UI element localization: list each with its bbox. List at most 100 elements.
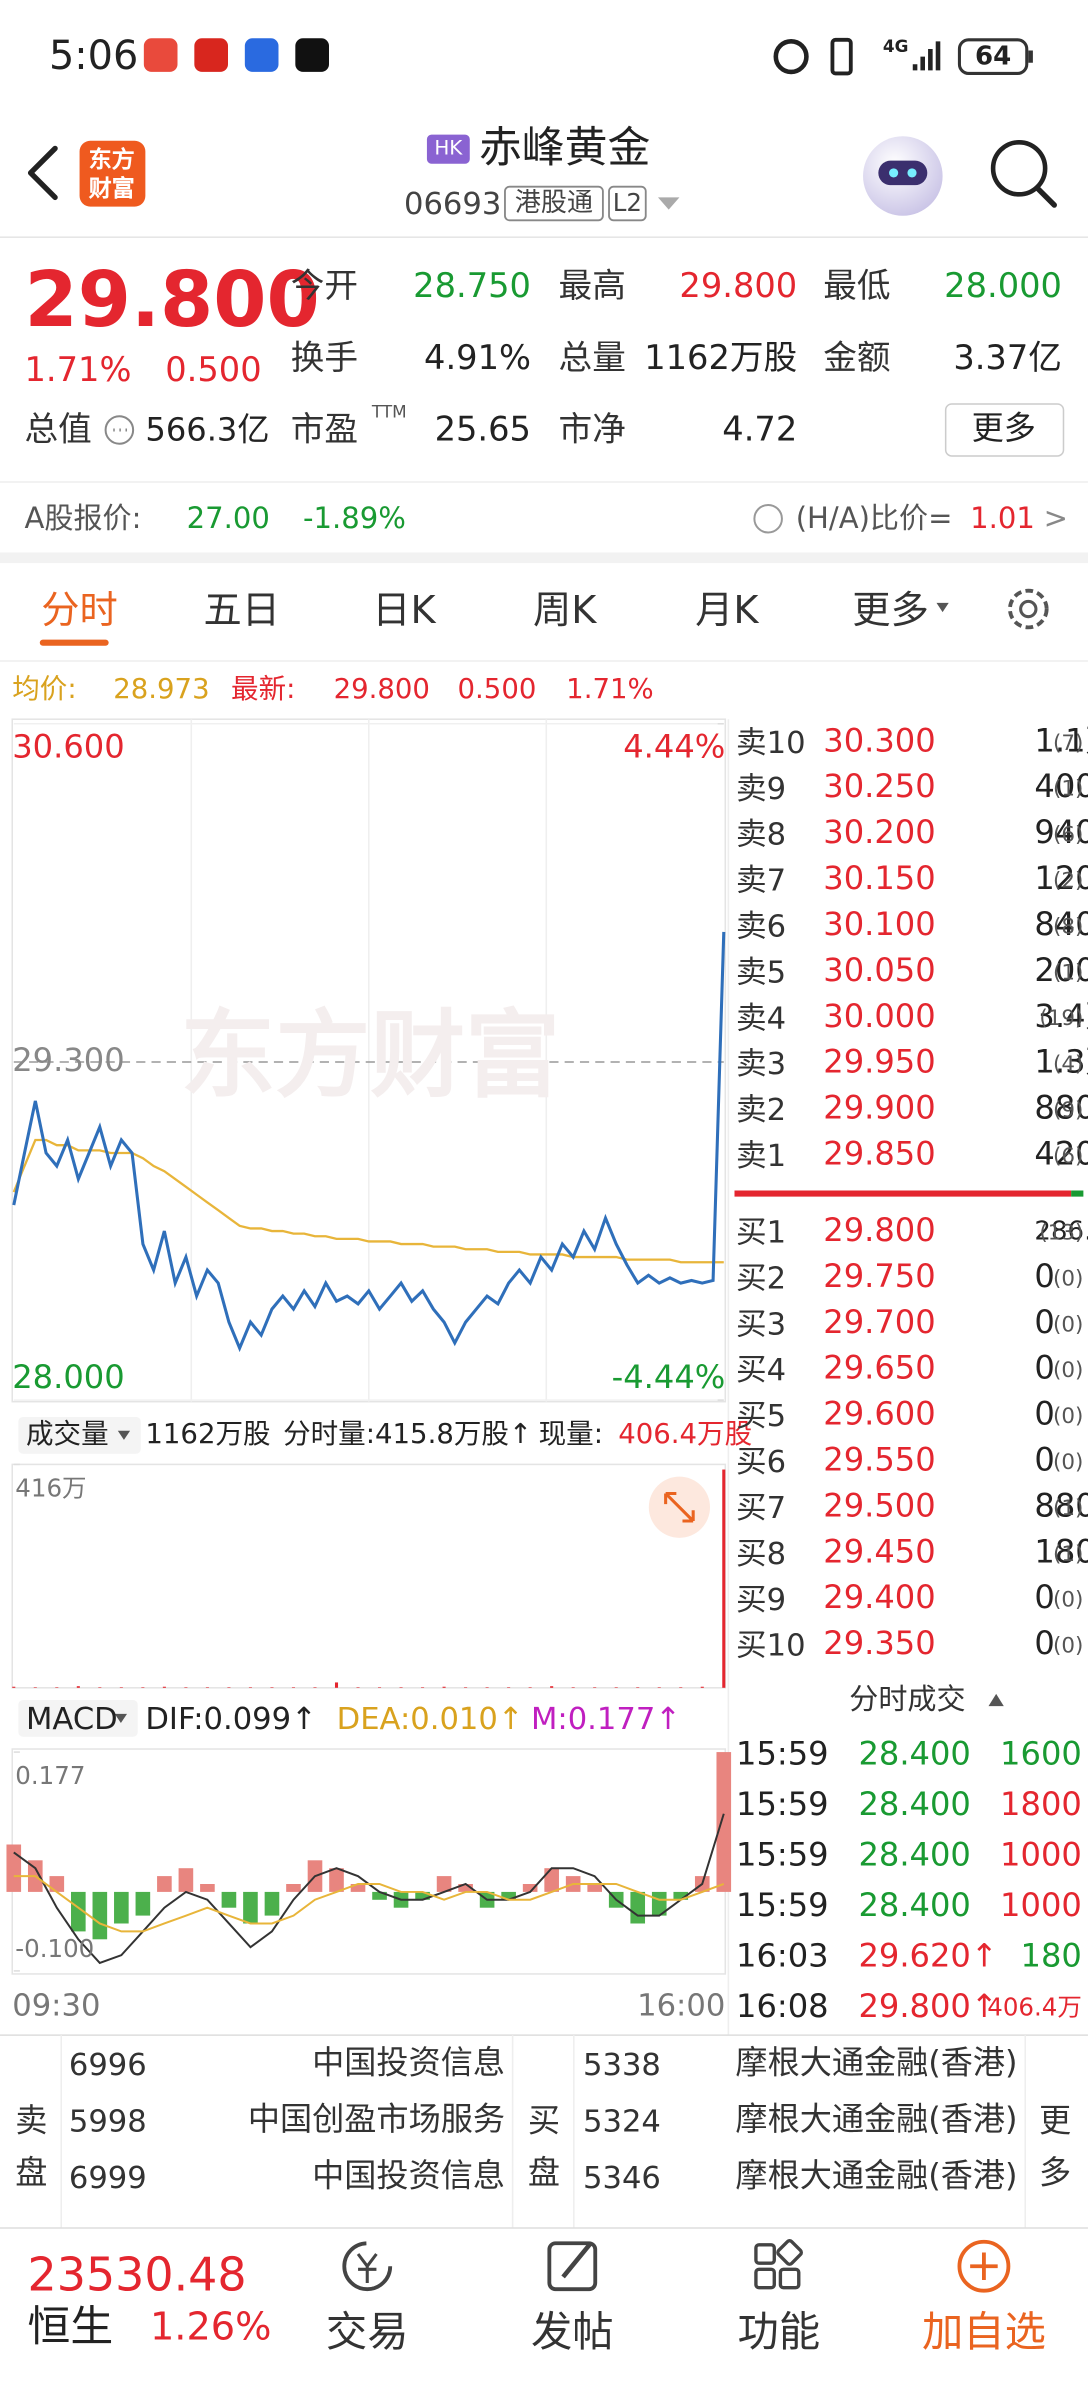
index-value: 23530.48: [27, 2249, 247, 2303]
book-volume: 8400: [1034, 906, 1088, 944]
book-volume: 200: [1034, 952, 1088, 990]
yen-sign: [356, 2253, 378, 2284]
tab[interactable]: 周K: [532, 587, 597, 632]
book-count: (6): [1053, 822, 1084, 848]
y-tick-label: 0.177: [15, 1761, 86, 1791]
volume-bar: [507, 1687, 511, 1688]
book-level: 卖2: [736, 1091, 787, 1128]
book-level: 买1: [736, 1213, 787, 1251]
volume-bar: [33, 1687, 37, 1688]
volume-bar: [119, 1687, 123, 1688]
network: 4G: [882, 37, 909, 58]
volume-header: 406.4万股: [618, 1418, 753, 1451]
macd-bar: [92, 1891, 108, 1940]
book-price: 30.150: [823, 860, 936, 898]
volume-bar: [12, 1686, 16, 1688]
book-count: (1): [1053, 776, 1084, 802]
stat-label: 今开: [290, 267, 359, 306]
add-watch-icon[interactable]: [957, 2239, 1011, 2293]
macd-bar: [501, 1891, 516, 1900]
y-tick-label: -4.44%: [611, 1359, 726, 1397]
clock: 5:06: [48, 34, 139, 81]
info-icon[interactable]: [104, 415, 135, 445]
volume-bar: [700, 1686, 704, 1688]
tab[interactable]: 五日: [203, 587, 281, 632]
volume-bar: [636, 1687, 640, 1688]
book-price: 29.600: [823, 1396, 936, 1433]
info-last: 29.800: [333, 673, 430, 706]
signal-icon: [912, 41, 941, 71]
nav-item[interactable]: 加自选: [921, 2308, 1046, 2357]
nav-item[interactable]: 交易: [325, 2308, 409, 2357]
volume-bar: [722, 1469, 726, 1688]
trade-volume: 406.4万: [987, 1992, 1082, 2022]
y-tick-label: -0.100: [15, 1934, 95, 1964]
nav-item[interactable]: 发帖: [530, 2308, 614, 2357]
broker-more[interactable]: 更多: [1039, 2102, 1072, 2191]
last-price: 29.800: [24, 255, 320, 345]
y-tick-label: 30.600: [12, 728, 125, 766]
more-button[interactable]: [944, 403, 1065, 457]
macd-bar: [372, 1891, 387, 1900]
book-volume: 1.1万: [1034, 722, 1088, 760]
dropdown-arrow[interactable]: [657, 197, 680, 210]
back-button[interactable]: [27, 145, 58, 201]
volume-header[interactable]: 成交量: [26, 1418, 109, 1451]
search-button[interactable]: [990, 140, 1048, 197]
macd-header[interactable]: MACD: [26, 1700, 118, 1737]
trade-time: 15:59: [736, 1887, 829, 1925]
book-level: 卖6: [736, 907, 787, 945]
trade-volume: 1000: [1000, 1887, 1082, 1925]
selector[interactable]: [18, 1700, 138, 1737]
book-volume: 9400: [1034, 814, 1088, 852]
ratio-arrow[interactable]: >: [1043, 501, 1068, 535]
macd-bar: [49, 1876, 65, 1892]
book-count: (0): [1053, 1266, 1084, 1291]
book-count: (6): [1053, 1143, 1084, 1169]
stat-label: 总值: [24, 411, 92, 450]
trades-title[interactable]: 分时成交: [849, 1682, 966, 1717]
bottom-nav: [0, 2227, 1088, 2400]
volume-bar: [98, 1687, 102, 1688]
ratio-value: 1.01: [970, 501, 1035, 535]
help-icon[interactable]: [753, 503, 783, 534]
pen: [561, 2241, 593, 2279]
trade-icon[interactable]: [342, 2241, 393, 2292]
info-avg-label: 均价:: [12, 673, 77, 706]
stat-value: 4.72: [722, 411, 798, 450]
book-count: (0): [1053, 1312, 1084, 1337]
stat-label: 最高: [558, 267, 626, 306]
broker-id: 5998: [68, 2102, 147, 2140]
tag: L2: [612, 188, 642, 218]
volume-bar: [184, 1687, 188, 1688]
book-count: (0): [1053, 1358, 1084, 1383]
post-icon[interactable]: [547, 2241, 598, 2292]
tab[interactable]: 日K: [372, 587, 436, 632]
search-handle: [1034, 185, 1057, 208]
book-count: (13): [1039, 1220, 1084, 1245]
info-avg: 28.973: [113, 673, 210, 706]
tab[interactable]: 月K: [695, 587, 759, 632]
stat-label: 市净: [558, 411, 626, 450]
book-price: 29.450: [823, 1533, 936, 1571]
more-button[interactable]: 更多: [971, 410, 1036, 448]
nav-item[interactable]: 功能: [737, 2308, 821, 2357]
volume-bar: [442, 1686, 446, 1688]
macd-bar: [157, 1876, 172, 1892]
logo[interactable]: [79, 140, 146, 207]
selector[interactable]: [18, 1416, 141, 1454]
volume-bar: [141, 1687, 145, 1688]
volume-bar: [571, 1687, 575, 1688]
func-icon[interactable]: [754, 2243, 776, 2265]
book-price: 30.250: [823, 768, 936, 806]
tab[interactable]: 更多: [852, 587, 929, 632]
settings-button[interactable]: [1008, 588, 1049, 630]
app-icon: [295, 38, 329, 72]
tab[interactable]: 分时: [41, 587, 118, 632]
book-count: (0): [1053, 1633, 1084, 1659]
book-volume: 1800: [1034, 1533, 1088, 1571]
a-share-label: A股报价:: [24, 501, 142, 535]
book-price: 30.200: [823, 814, 936, 852]
market-badge: [426, 134, 470, 164]
